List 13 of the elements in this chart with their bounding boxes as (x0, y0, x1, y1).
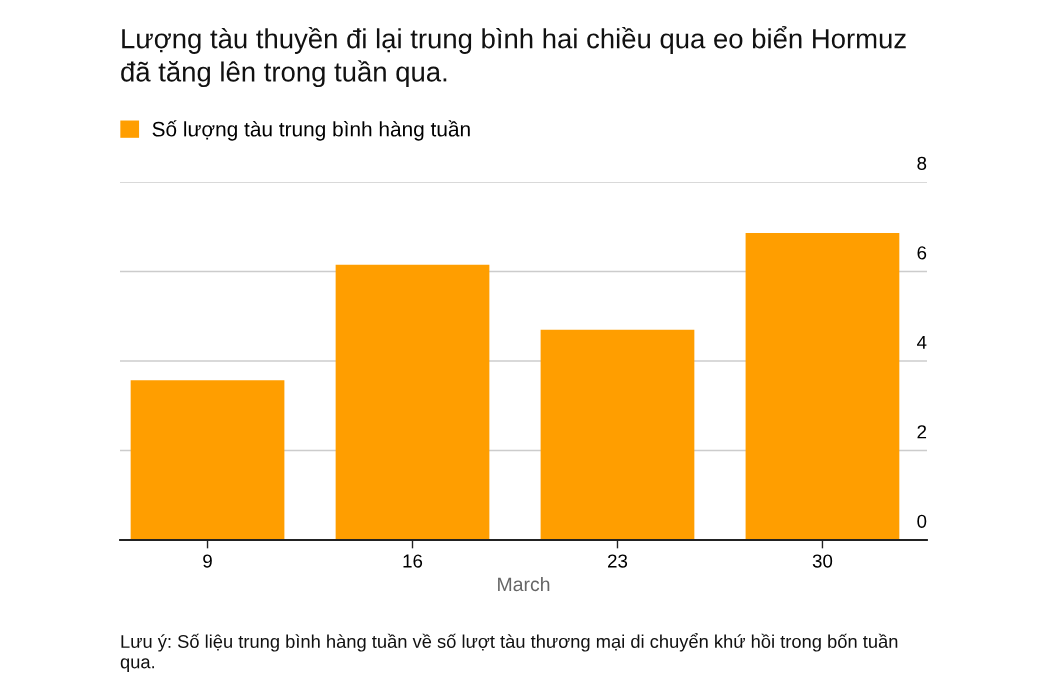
y-tick-label: 8 (917, 156, 927, 170)
x-axis-title: March (498, 576, 550, 592)
legend-label: Số lượng tàu trung bình hàng tuần (152, 120, 470, 141)
x-tick-label: 23 (608, 554, 628, 568)
x-tick-label: 30 (812, 554, 833, 568)
y-tick-label: 6 (917, 246, 927, 260)
x-tick-label: 16 (403, 554, 423, 568)
y-tick-label: 0 (917, 514, 927, 528)
chart-title: Lượng tàu thuyền đi lại trung bình hai chiều qua eo biển Hormuz đã tăng lên trong tuần qua. (121, 26, 906, 88)
text: Lưu ý: Số liệu trung bình hàng tuần về số lượt tàu thương mại di chuyển khứ hồi trong bốn tuần qua. (120, 633, 898, 673)
y-tick-label: 4 (917, 335, 927, 349)
y-tick-label: 2 (917, 425, 927, 439)
x-tick-label: 9 (203, 554, 212, 568)
